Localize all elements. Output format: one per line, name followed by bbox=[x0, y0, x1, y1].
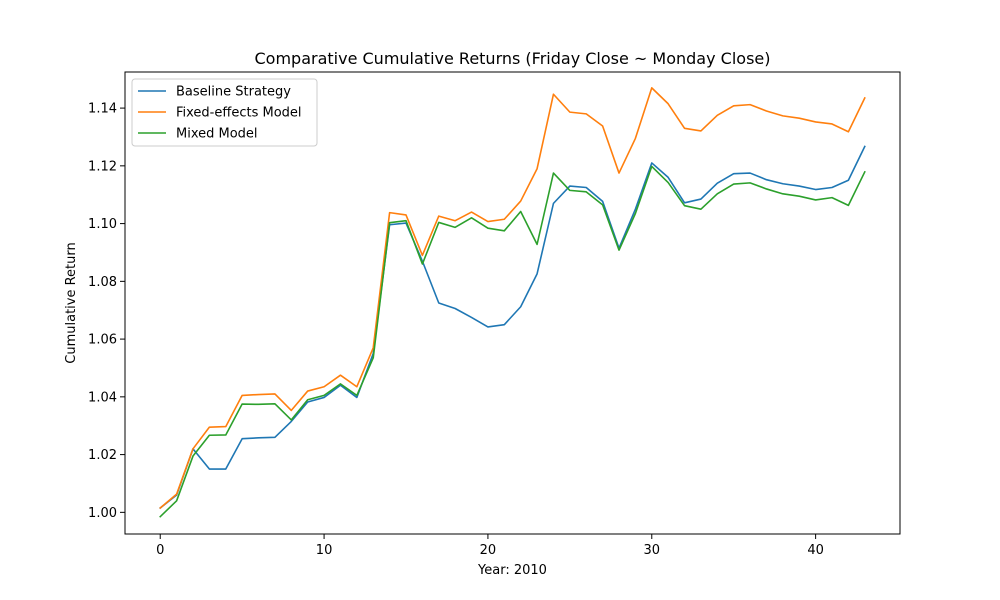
legend-label-mixed-model: Mixed Model bbox=[176, 127, 258, 142]
series-lines bbox=[159, 87, 866, 518]
series-line-mixed-model bbox=[159, 165, 866, 518]
legend: Baseline Strategy Fixed-effects Model Mixe… bbox=[131, 78, 318, 147]
legend-label-baseline-strategy: Baseline Strategy bbox=[176, 85, 291, 100]
legend-label-fixed-effects-model: Fixed-effects Model bbox=[176, 106, 302, 121]
x-tick-label: 0 bbox=[156, 543, 164, 558]
x-tick-label: 10 bbox=[316, 543, 333, 558]
y-tick-label: 1.04 bbox=[88, 390, 117, 405]
x-tick-label: 40 bbox=[807, 543, 824, 558]
y-tick-label: 1.08 bbox=[88, 275, 117, 290]
y-tick-label: 1.14 bbox=[88, 102, 117, 117]
series-line-fixed-effects-model bbox=[159, 87, 866, 510]
x-axis: 0 10 20 30 40 bbox=[156, 534, 824, 558]
x-tick-label: 20 bbox=[480, 543, 497, 558]
series-line-baseline-strategy bbox=[159, 145, 866, 510]
y-axis: 1.00 1.02 1.04 1.06 1.08 1.10 1.12 1.14 bbox=[88, 102, 125, 521]
y-tick-label: 1.06 bbox=[88, 333, 117, 348]
x-tick-label: 30 bbox=[643, 543, 660, 558]
plot-area-frame bbox=[124, 71, 901, 535]
y-tick-label: 1.12 bbox=[88, 159, 117, 174]
legend-box bbox=[131, 78, 318, 147]
y-axis-label: Cumulative Return bbox=[64, 242, 79, 363]
y-tick-label: 1.00 bbox=[88, 506, 117, 521]
x-axis-label: Year: 2010 bbox=[477, 563, 547, 578]
y-tick-label: 1.02 bbox=[88, 448, 117, 463]
y-tick-label: 1.10 bbox=[88, 217, 117, 232]
chart-title: Comparative Cumulative Returns (Friday C… bbox=[255, 49, 771, 68]
